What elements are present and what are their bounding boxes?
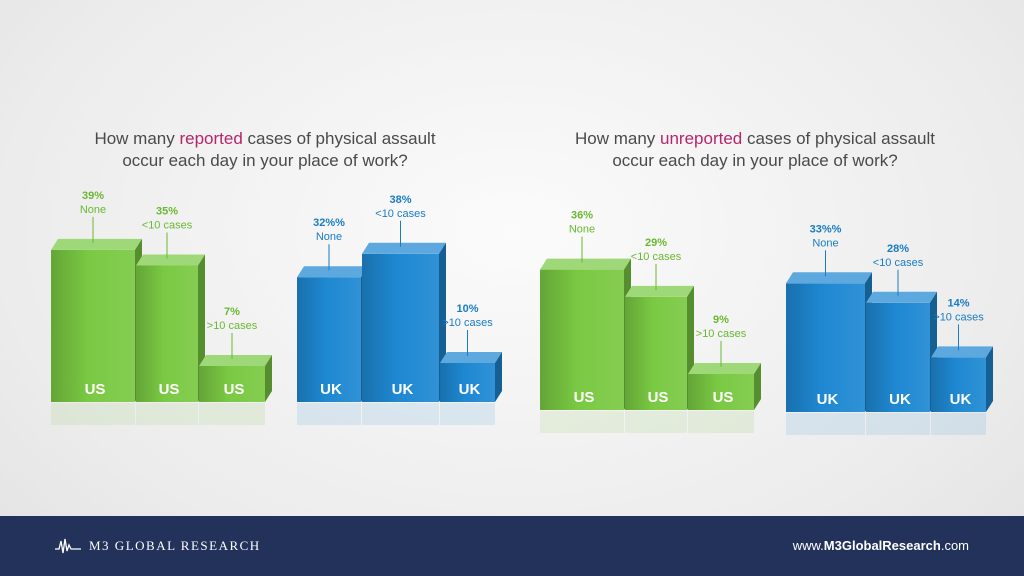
bar-side — [754, 363, 761, 410]
category-label: >10 cases — [442, 317, 493, 329]
bar-reflection — [786, 413, 865, 435]
category-label: None — [80, 204, 106, 216]
value-label: 39% — [82, 190, 104, 202]
bar-uk-0 — [297, 277, 361, 402]
bar-reflection — [136, 403, 198, 425]
value-label: 10% — [456, 303, 478, 315]
bar-reflection — [866, 413, 930, 435]
brand-logo: M3 GLOBAL RESEARCH — [55, 536, 261, 556]
bar-group-uk: UK None 32%% UK <10 cases 38% UK >10 cases 10% — [297, 194, 502, 425]
category-label: <10 cases — [631, 251, 682, 263]
bar-uk-2 — [931, 357, 986, 412]
bar-side — [986, 346, 993, 412]
bar-reflection — [199, 403, 265, 425]
title-line2: occur each day in your place of work? — [122, 151, 408, 170]
bar-top — [136, 254, 205, 266]
bar-top — [688, 363, 761, 374]
bar-us-2 — [199, 366, 265, 402]
bar-top — [440, 352, 502, 363]
value-label: 32%% — [313, 217, 345, 229]
title-post: cases of physical assault — [242, 129, 436, 148]
bar-series-label: UK — [817, 391, 839, 408]
website-link[interactable]: www.M3GlobalResearch.com — [793, 538, 969, 553]
site-suffix: .com — [940, 538, 969, 553]
bar-series-label: UK — [950, 391, 972, 408]
bar-series-label: US — [159, 381, 180, 398]
bar-uk-1 — [866, 302, 930, 412]
site-bold: M3GlobalResearch — [823, 538, 941, 553]
bar-top — [362, 242, 446, 254]
value-label: 33%% — [810, 223, 842, 235]
bar-series-label: US — [574, 389, 595, 406]
bar-uk-1 — [362, 253, 439, 402]
category-label: >10 cases — [696, 328, 747, 340]
value-label: 36% — [571, 210, 593, 222]
bar-top — [866, 291, 937, 303]
category-label: <10 cases — [873, 257, 924, 269]
value-label: 9% — [713, 314, 729, 326]
bar-series-label: UK — [459, 381, 481, 398]
bar-top — [297, 266, 368, 278]
bar-group-uk: UK None 33%% UK <10 cases 28% UK >10 cases 14% — [786, 223, 993, 435]
bar-reflection — [931, 413, 986, 435]
value-label: 14% — [947, 297, 969, 309]
title-post: cases of physical assault — [742, 129, 936, 148]
bar-us-1 — [136, 265, 198, 402]
charts-canvas: US None 39% US <10 cases 35% US >10 cases 7% UK No… — [51, 190, 993, 435]
bar-us-1 — [625, 296, 687, 410]
site-prefix: www. — [792, 538, 824, 553]
category-label: >10 cases — [207, 320, 258, 332]
chart-title-unreported: How many unreported cases of physical as… — [535, 128, 975, 172]
bar-uk-0 — [786, 283, 865, 412]
title-pre: How many — [94, 129, 180, 148]
value-label: 29% — [645, 237, 667, 249]
bar-series-label: UK — [392, 381, 414, 398]
value-label: 28% — [887, 243, 909, 255]
bar-us-0 — [51, 249, 135, 402]
bar-uk-2 — [440, 363, 495, 402]
bar-us-0 — [540, 269, 624, 410]
value-label: 38% — [389, 194, 411, 206]
category-label: <10 cases — [142, 220, 193, 232]
bar-top — [540, 258, 631, 270]
bar-series-label: US — [713, 389, 734, 406]
bar-series-label: UK — [889, 391, 911, 408]
category-label: None — [812, 237, 838, 249]
bar-reflection — [51, 403, 135, 425]
footer-bar: M3 GLOBAL RESEARCH www.M3GlobalResearch.… — [0, 516, 1024, 576]
bar-top — [786, 272, 872, 284]
chart-title-reported: How many reported cases of physical assa… — [45, 128, 485, 172]
category-label: <10 cases — [375, 208, 426, 220]
bar-side — [495, 352, 502, 402]
category-label: None — [569, 224, 595, 236]
title-pre: How many — [574, 129, 661, 148]
bar-side — [265, 355, 272, 402]
bar-us-2 — [688, 374, 754, 410]
title-highlight: reported — [179, 129, 243, 148]
category-label: None — [316, 231, 342, 243]
bar-reflection — [440, 403, 495, 425]
bar-reflection — [625, 411, 687, 433]
bar-reflection — [297, 403, 361, 425]
bar-top — [51, 238, 142, 250]
title-highlight: unreported — [660, 129, 743, 148]
brand-name: M3 GLOBAL RESEARCH — [89, 538, 261, 553]
bar-series-label: US — [648, 389, 669, 406]
title-line2: occur each day in your place of work? — [612, 151, 898, 170]
bar-group-us: US None 36% US <10 cases 29% US >10 cases 9% — [540, 210, 761, 433]
bar-reflection — [362, 403, 439, 425]
pulse-icon — [55, 538, 81, 554]
category-label: >10 cases — [933, 311, 984, 323]
bar-series-label: UK — [320, 381, 342, 398]
bar-series-label: US — [85, 381, 106, 398]
bar-group-us: US None 39% US <10 cases 35% US >10 cases 7% — [51, 190, 272, 425]
value-label: 7% — [224, 306, 240, 318]
bar-top — [199, 355, 272, 366]
bar-reflection — [540, 411, 624, 433]
bar-top — [931, 346, 993, 358]
value-label: 35% — [156, 206, 178, 218]
bar-top — [625, 285, 694, 297]
bar-series-label: US — [224, 381, 245, 398]
bar-reflection — [688, 411, 754, 433]
